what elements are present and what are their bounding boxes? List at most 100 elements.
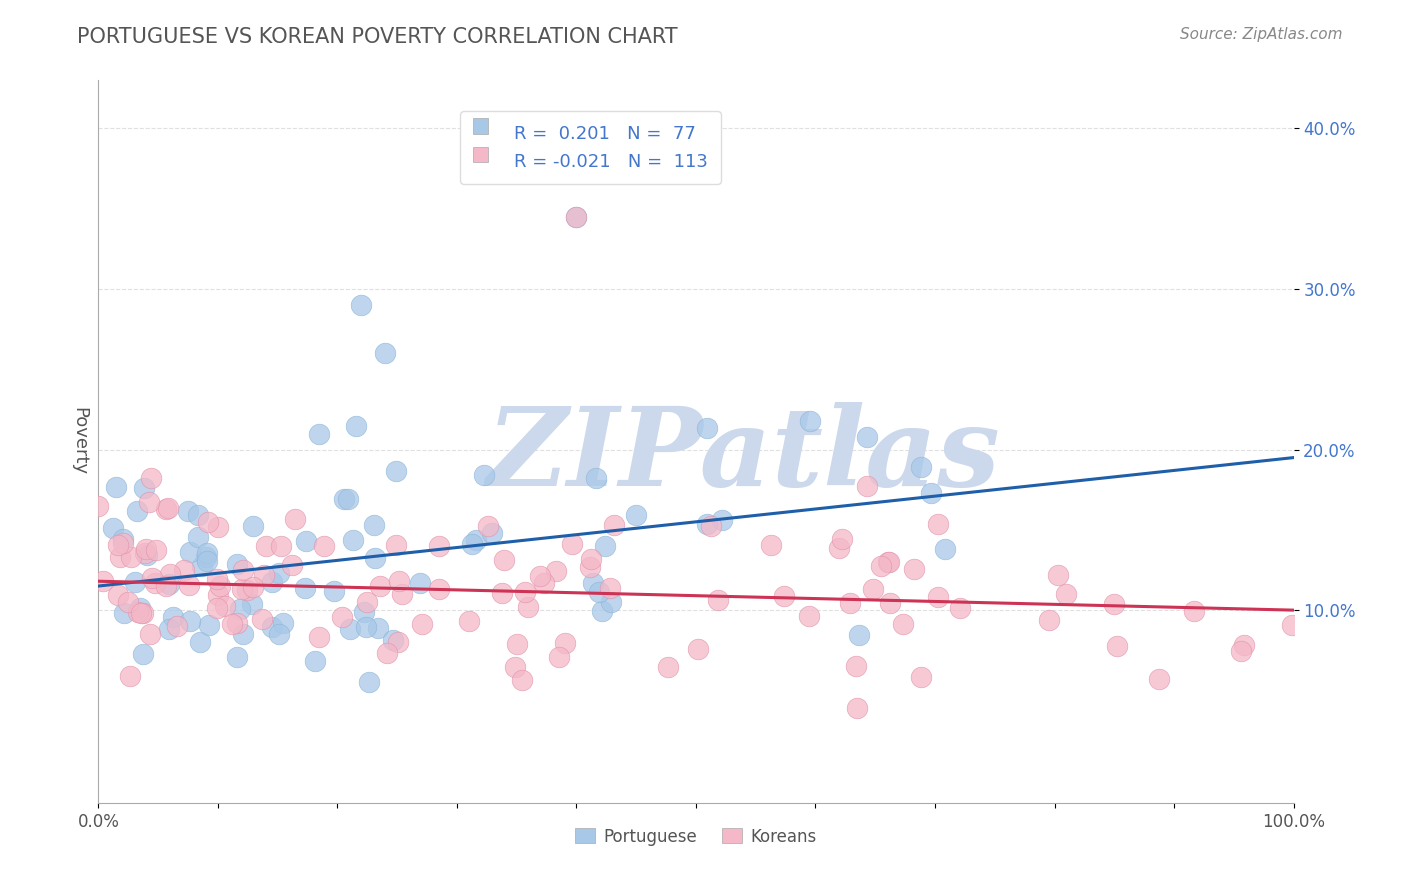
Point <box>101 521 124 535</box>
Point <box>387 635 409 649</box>
Point <box>799 414 821 428</box>
Point <box>581 551 603 566</box>
Point <box>173 563 195 577</box>
Point <box>700 519 723 533</box>
Point <box>831 532 853 546</box>
Point <box>554 636 576 650</box>
Point <box>134 481 156 495</box>
Point <box>250 612 273 626</box>
Point <box>141 571 163 585</box>
Point <box>139 627 162 641</box>
Point <box>472 468 495 483</box>
Point <box>108 549 131 564</box>
Point <box>229 602 252 616</box>
Point <box>506 637 529 651</box>
Point <box>143 575 166 590</box>
Point <box>127 605 149 619</box>
Point <box>356 594 378 608</box>
Point <box>579 559 602 574</box>
Point <box>533 576 555 591</box>
Point <box>176 503 198 517</box>
Point <box>254 539 277 553</box>
Point <box>314 539 336 553</box>
Point <box>308 427 330 442</box>
Point <box>515 585 537 599</box>
Point <box>624 508 647 523</box>
Point <box>111 532 134 546</box>
Point <box>828 541 851 555</box>
Point <box>845 700 868 714</box>
Point <box>205 572 228 586</box>
Point <box>356 620 378 634</box>
Point <box>350 298 373 312</box>
Point <box>797 609 820 624</box>
Point <box>260 575 283 590</box>
Point <box>242 519 264 533</box>
Point <box>330 609 353 624</box>
Point <box>135 541 157 556</box>
Point <box>107 588 129 602</box>
Point <box>207 520 229 534</box>
Point <box>221 617 243 632</box>
Legend: Portuguese, Koreans: Portuguese, Koreans <box>568 821 824 852</box>
Point <box>565 210 588 224</box>
Point <box>236 582 259 597</box>
Point <box>1107 639 1129 653</box>
Point <box>391 587 413 601</box>
Point <box>117 595 139 609</box>
Point <box>491 586 513 600</box>
Point <box>934 541 956 556</box>
Point <box>657 659 679 673</box>
Point <box>191 558 214 573</box>
Point <box>856 479 879 493</box>
Point <box>710 513 733 527</box>
Point <box>304 654 326 668</box>
Point <box>920 486 942 500</box>
Point <box>145 543 167 558</box>
Point <box>856 430 879 444</box>
Point <box>337 491 360 506</box>
Point <box>270 539 292 553</box>
Point <box>197 515 219 529</box>
Point <box>1038 613 1060 627</box>
Point <box>460 537 482 551</box>
Point <box>242 580 264 594</box>
Point <box>157 622 180 636</box>
Point <box>910 459 932 474</box>
Point <box>281 558 304 573</box>
Point <box>156 500 179 515</box>
Point <box>207 588 229 602</box>
Point <box>127 503 149 517</box>
Point <box>561 537 583 551</box>
Point <box>294 581 316 595</box>
Point <box>308 630 330 644</box>
Point <box>323 583 346 598</box>
Point <box>870 558 893 573</box>
Point <box>208 579 231 593</box>
Point <box>600 595 623 609</box>
Point <box>269 566 291 580</box>
Point <box>848 628 870 642</box>
Point <box>492 553 515 567</box>
Point <box>1054 587 1077 601</box>
Point <box>225 557 247 571</box>
Point <box>120 550 142 565</box>
Point <box>510 673 533 687</box>
Point <box>179 614 201 628</box>
Point <box>187 508 209 523</box>
Point <box>198 618 221 632</box>
Point <box>1149 672 1171 686</box>
Point <box>546 565 568 579</box>
Point <box>91 574 114 588</box>
Point <box>529 569 551 583</box>
Point <box>582 575 605 590</box>
Point <box>845 658 868 673</box>
Point <box>132 647 155 661</box>
Point <box>927 591 949 605</box>
Point <box>949 601 972 615</box>
Point <box>516 600 538 615</box>
Point <box>588 584 610 599</box>
Point <box>194 549 217 564</box>
Point <box>381 633 404 648</box>
Point <box>225 650 247 665</box>
